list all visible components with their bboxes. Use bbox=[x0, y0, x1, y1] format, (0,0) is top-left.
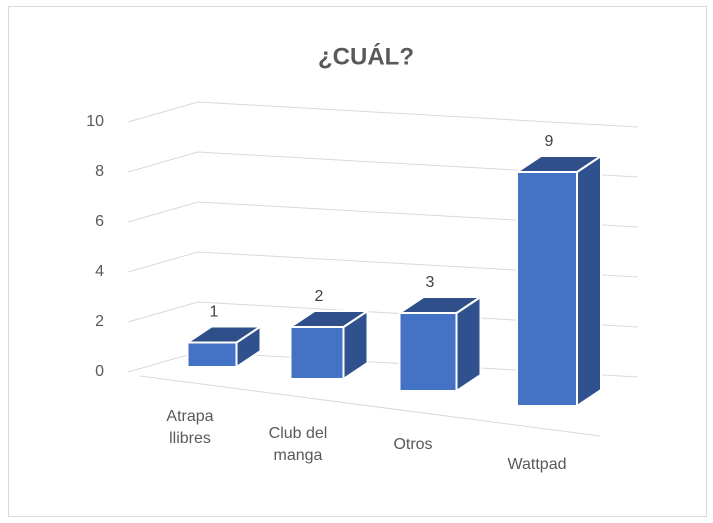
bar-front bbox=[289, 326, 345, 380]
grid-line bbox=[127, 101, 639, 128]
category-axis bbox=[139, 375, 601, 437]
data-label: 3 bbox=[426, 274, 435, 291]
data-label: 9 bbox=[545, 133, 554, 150]
y-tick-label: 2 bbox=[95, 313, 104, 330]
bar-side bbox=[576, 155, 602, 407]
y-tick-label: 4 bbox=[95, 263, 104, 280]
grid-line bbox=[127, 151, 639, 178]
bar-front bbox=[186, 341, 238, 368]
data-label: 2 bbox=[315, 288, 324, 305]
bar-front bbox=[398, 312, 458, 392]
x-tick-label: Wattpad bbox=[507, 456, 567, 473]
x-tick-label: Otros bbox=[393, 436, 433, 453]
grid-line bbox=[127, 301, 639, 328]
x-tick-label: Atrapa llibres bbox=[166, 408, 214, 447]
data-label: 1 bbox=[210, 304, 219, 321]
x-tick-label: Club del manga bbox=[268, 425, 328, 464]
y-tick-label: 6 bbox=[95, 213, 104, 230]
chart-title: ¿CUÁL? bbox=[318, 42, 414, 70]
y-tick-label: 8 bbox=[95, 163, 104, 180]
bar-front bbox=[516, 171, 578, 407]
grid-line bbox=[127, 201, 639, 228]
y-tick-label: 0 bbox=[95, 363, 104, 380]
grid-line bbox=[127, 251, 639, 278]
y-tick-label: 10 bbox=[86, 113, 104, 130]
